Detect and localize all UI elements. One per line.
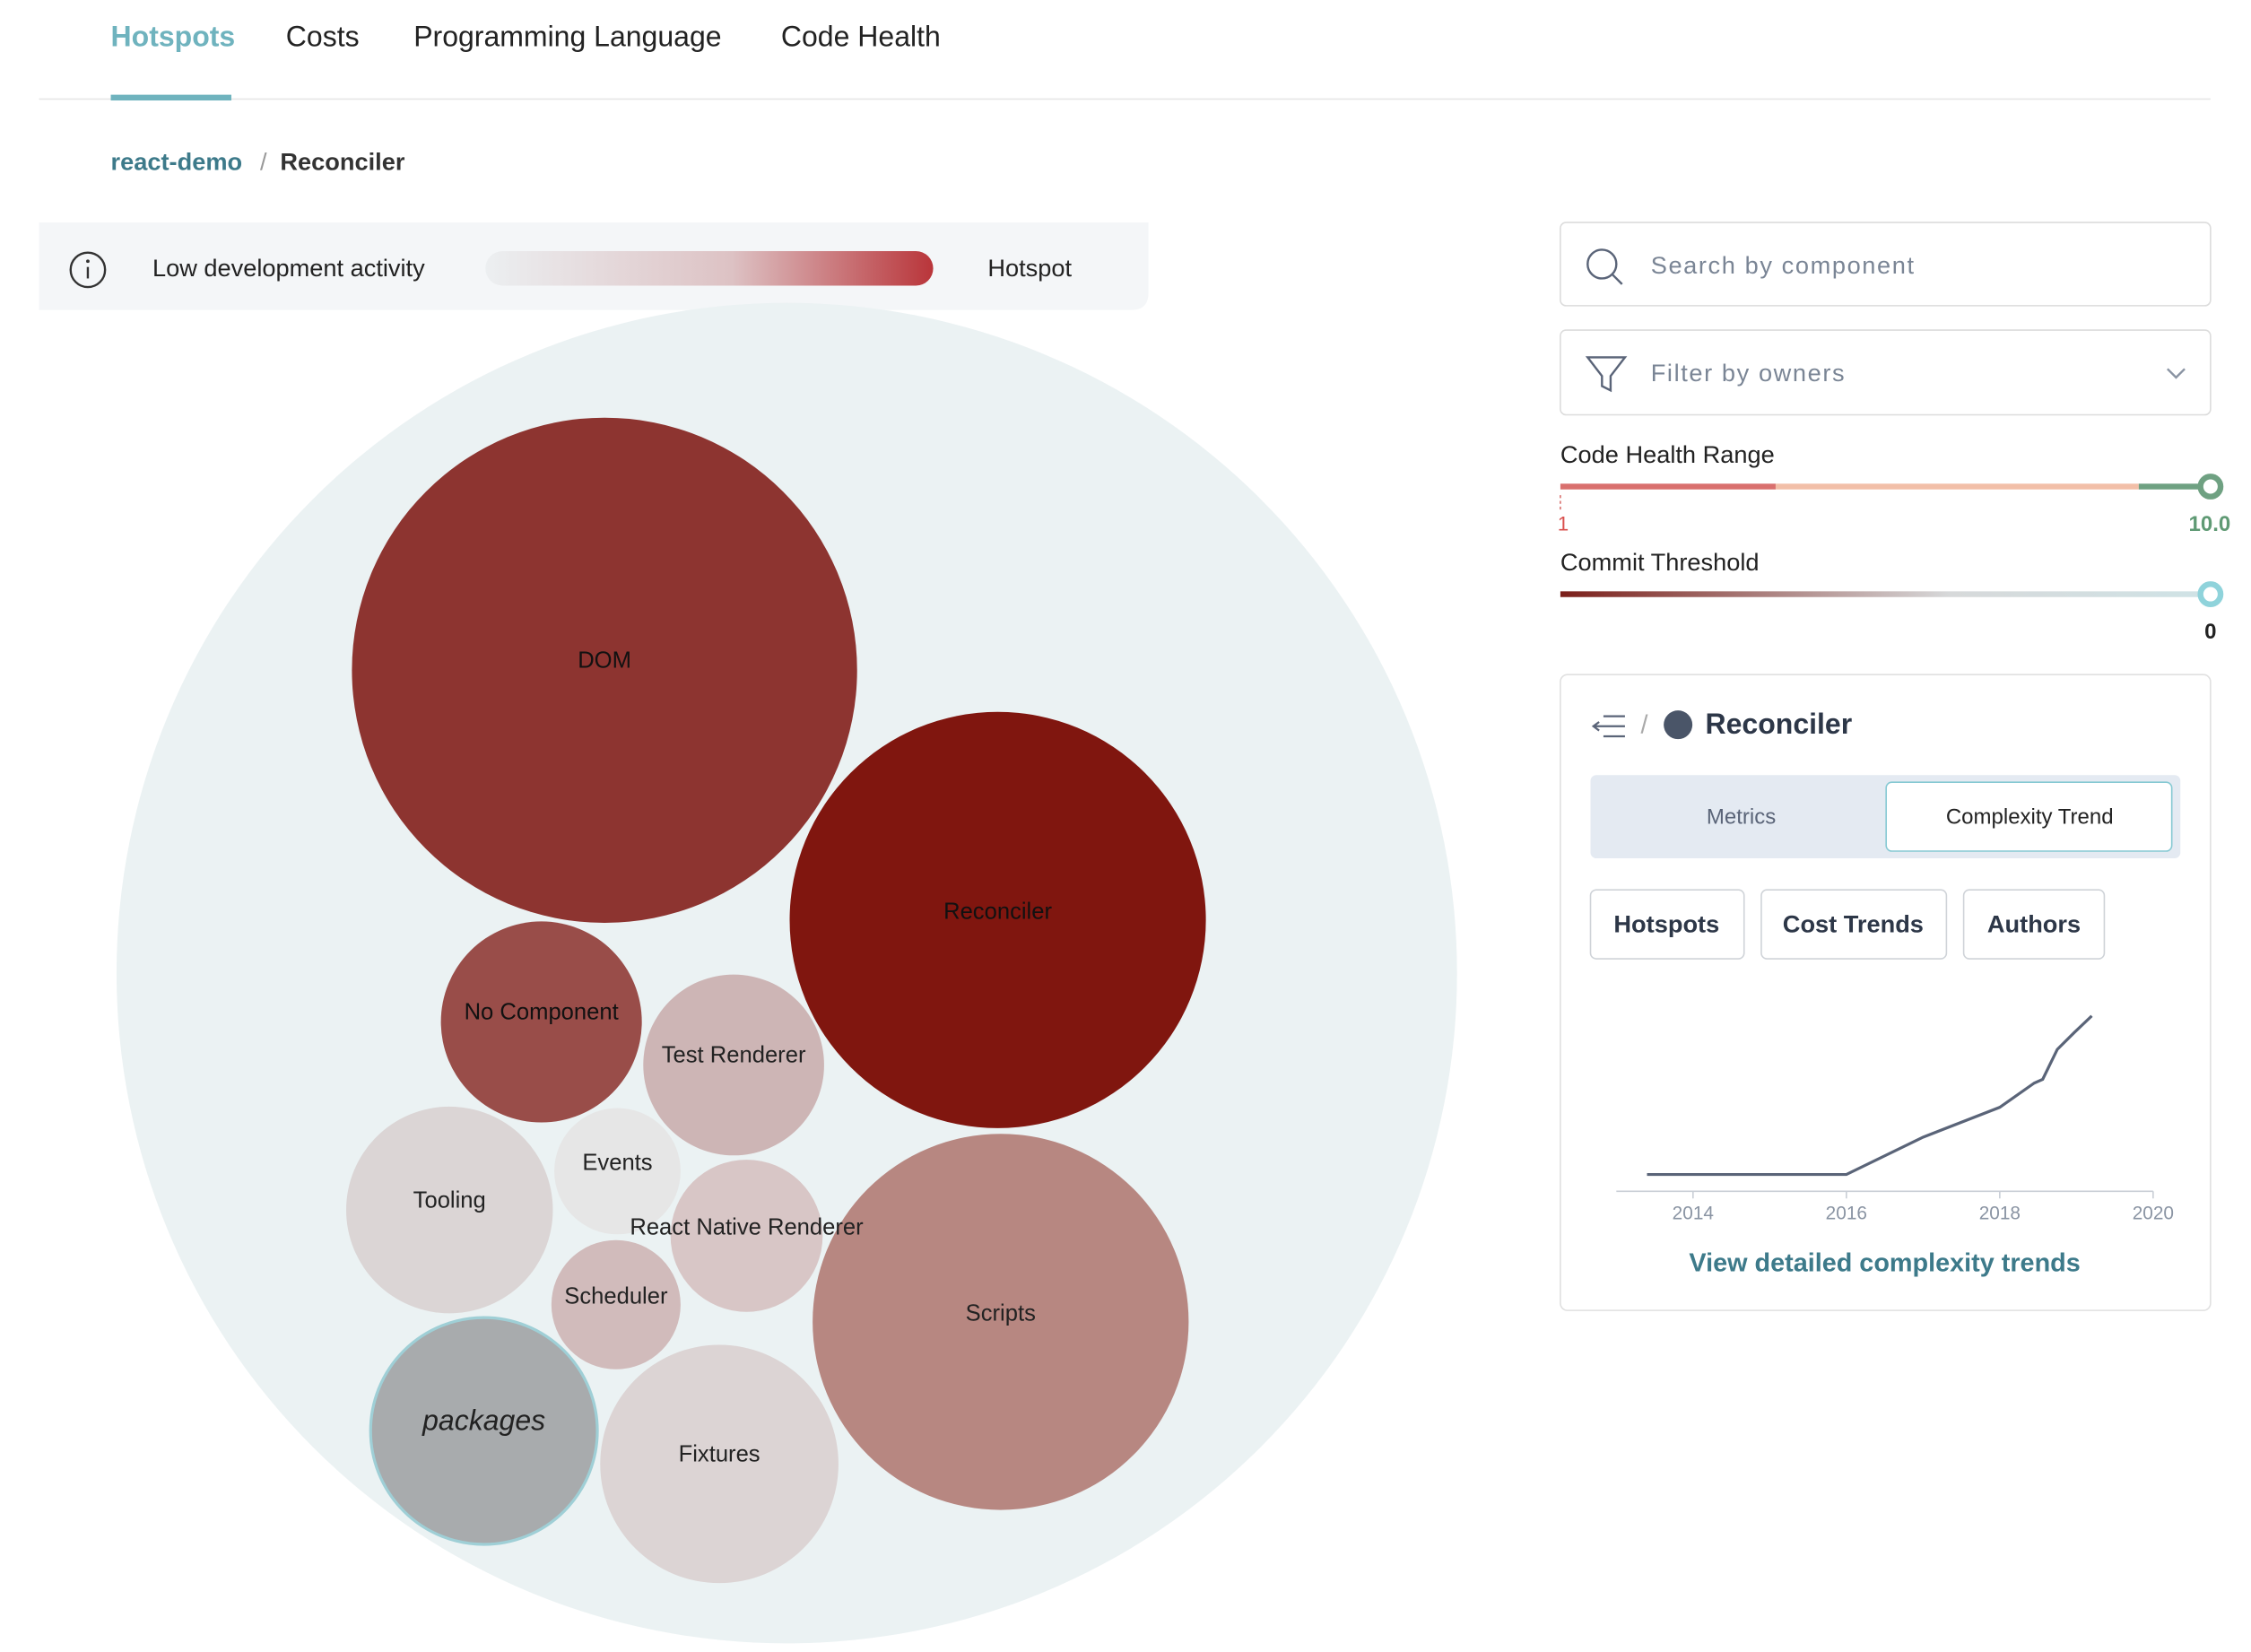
breadcrumb-link[interactable]: react-demo — [111, 148, 243, 176]
search-icon-handle — [1611, 273, 1623, 285]
legend-gradient — [485, 251, 934, 286]
filter-box[interactable] — [1560, 329, 2212, 416]
tab[interactable]: Costs — [286, 21, 360, 53]
breadcrumb-current: Reconciler — [280, 148, 404, 176]
back-icon[interactable] — [1591, 715, 1625, 738]
slider-label: Commit Threshold — [1560, 548, 1760, 576]
button[interactable] — [1589, 889, 1745, 960]
bubble[interactable] — [346, 1106, 553, 1314]
bubble[interactable] — [813, 1134, 1189, 1510]
button-label: Hotspots — [1613, 909, 1719, 937]
tab[interactable]: Programming Language — [413, 21, 721, 53]
search-box[interactable] — [1560, 222, 2212, 307]
component-icon — [1664, 710, 1693, 740]
button[interactable] — [1962, 889, 2106, 960]
legend-high: Hotspot — [987, 254, 1072, 282]
x-tick-label: 2020 — [2133, 1203, 2174, 1223]
panel-title: Reconciler — [1706, 708, 1853, 740]
tab[interactable]: Code Health — [781, 21, 941, 53]
bubble-label: Fixtures — [679, 1442, 760, 1467]
chevron — [2167, 368, 2186, 379]
bubble-label: Tooling — [413, 1187, 486, 1213]
info-icon[interactable] — [69, 251, 107, 289]
panel-sep: / — [1641, 710, 1648, 739]
slider-max: 10.0 — [2189, 512, 2231, 536]
breadcrumb-sep: / — [260, 148, 267, 176]
commit-track — [1560, 591, 2211, 597]
commit-knob[interactable] — [2197, 581, 2224, 607]
detail-panel — [1560, 674, 2212, 1311]
health-knob[interactable] — [2197, 474, 2224, 500]
bubble[interactable] — [600, 1344, 839, 1584]
search-placeholder: Search by component — [1651, 251, 1916, 279]
bubble-label: DOM — [578, 648, 631, 674]
slider-min: 1 — [1558, 513, 1569, 535]
bubble-label: Events — [582, 1151, 652, 1176]
x-tick-label: 2018 — [1979, 1203, 2021, 1223]
button[interactable] — [1760, 889, 1948, 960]
toggle[interactable]: Complexity Trend — [1946, 805, 2114, 830]
bubble[interactable] — [551, 1239, 681, 1369]
bubble[interactable] — [789, 711, 1206, 1128]
bubble-label: React Native Renderer — [630, 1215, 864, 1240]
button-label: Authors — [1987, 909, 2081, 937]
bubble[interactable] — [670, 1160, 823, 1312]
bubble-label: Test Renderer — [662, 1043, 806, 1068]
info-icon-dot — [86, 259, 90, 264]
toggle[interactable]: Metrics — [1707, 805, 1776, 830]
bubble[interactable] — [440, 921, 642, 1123]
tab[interactable]: Hotspots — [111, 21, 236, 53]
button-label: Cost Trends — [1783, 909, 1924, 937]
slider-value: 0 — [2204, 620, 2216, 644]
tab-indicator — [110, 94, 231, 101]
bubble-label: packages — [422, 1404, 545, 1436]
toggle-active[interactable] — [1885, 781, 2173, 852]
x-tick-label: 2016 — [1826, 1203, 1867, 1223]
filter-placeholder: Filter by owners — [1651, 359, 1846, 387]
x-tick-label: 2014 — [1673, 1203, 1714, 1223]
legend-low: Low development activity — [152, 254, 425, 282]
health-track-yellow — [1775, 483, 2139, 490]
filter-icon — [1585, 356, 1628, 393]
health-track-green — [2138, 483, 2211, 490]
slider-label: Code Health Range — [1560, 440, 1775, 468]
bubble-label: No Component — [465, 1000, 619, 1025]
bubble[interactable] — [643, 974, 824, 1156]
bubble-label: Scripts — [966, 1301, 1036, 1326]
bubble-label: Reconciler — [943, 900, 1052, 925]
bubble[interactable] — [554, 1108, 681, 1235]
bubble[interactable] — [352, 417, 857, 924]
bubble[interactable] — [369, 1316, 599, 1546]
bubble-label: Scheduler — [564, 1283, 668, 1309]
search-icon — [1586, 248, 1618, 280]
trend-line — [1647, 1014, 2093, 1177]
link[interactable]: View detailed complexity trends — [1689, 1249, 2080, 1278]
health-track-red — [1560, 483, 1776, 490]
